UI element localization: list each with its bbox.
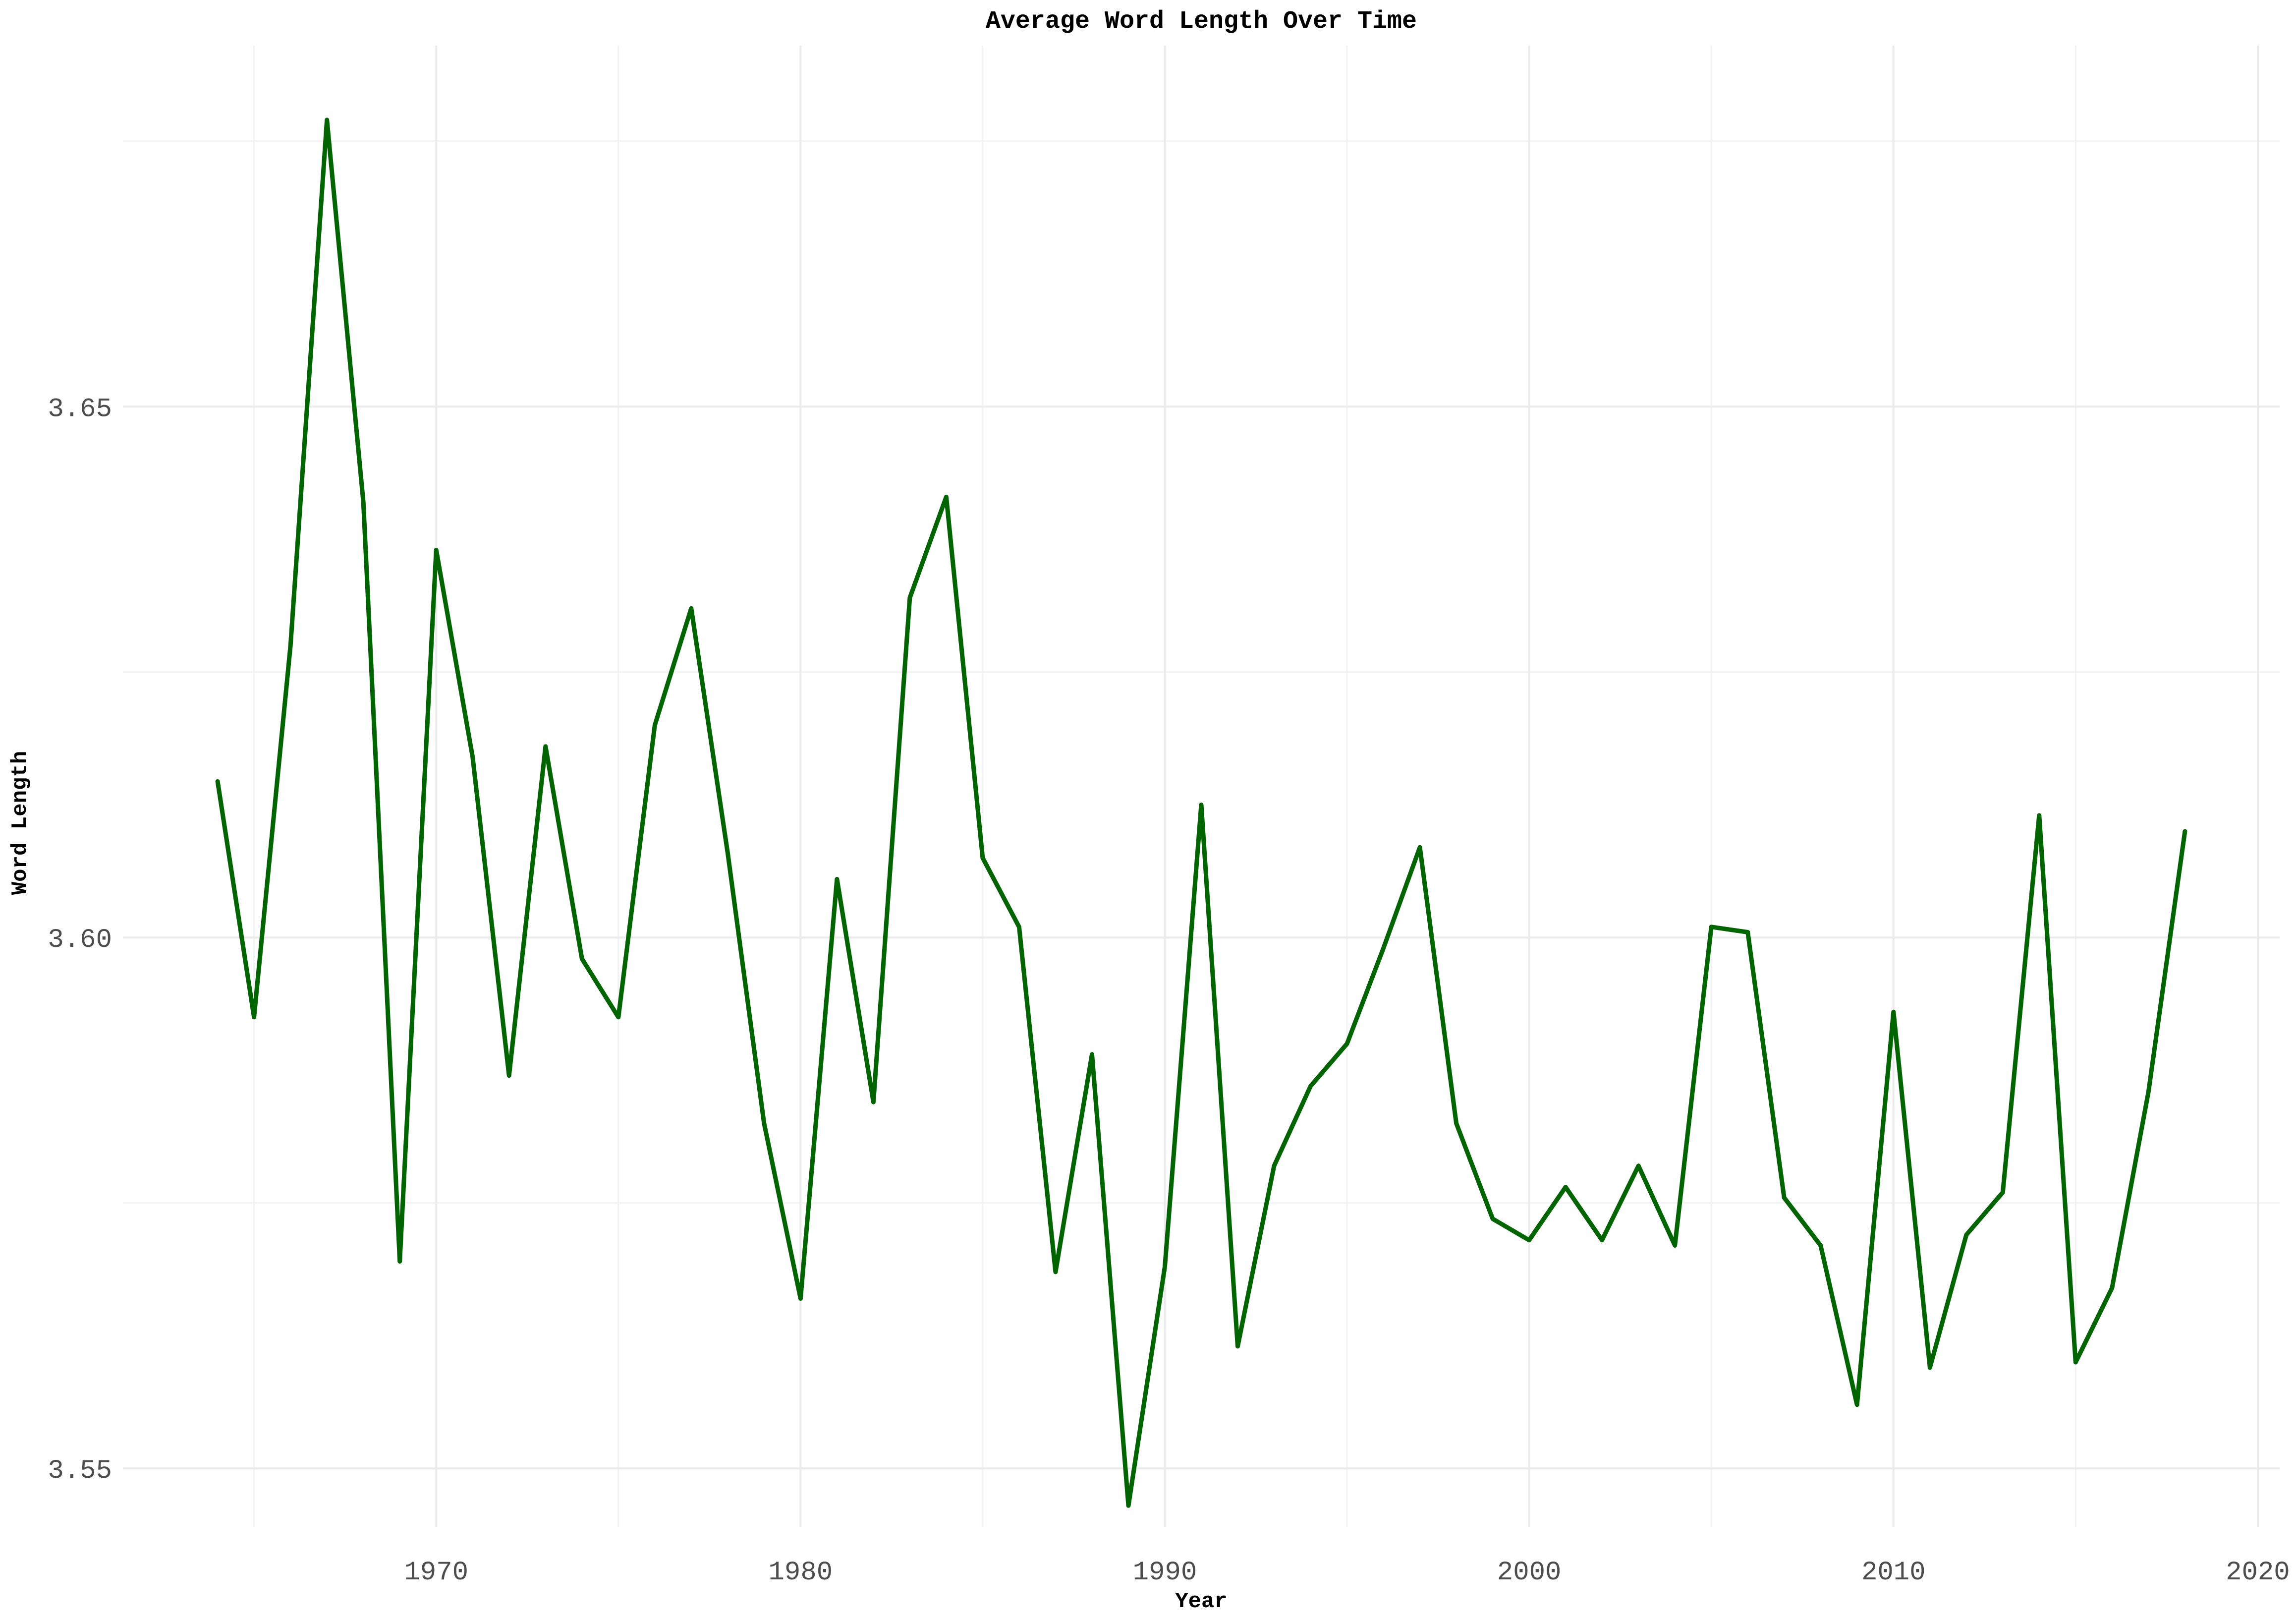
- series-layer: [215, 117, 2187, 1508]
- x-tick-label: 2010: [1861, 1558, 1926, 1588]
- x-tick-label: 1990: [1133, 1558, 1197, 1588]
- series-line: [215, 117, 2187, 1508]
- y-tick-label: 3.55: [48, 1456, 112, 1486]
- x-tick-label: 1970: [404, 1558, 468, 1588]
- chart-title: Average Word Length Over Time: [986, 7, 1417, 36]
- y-tick-label: 3.60: [48, 925, 112, 955]
- y-axis-ticks: 3.55 3.60 3.65: [48, 394, 112, 1486]
- major-grid: [123, 46, 2280, 1527]
- x-tick-label: 2020: [2226, 1558, 2290, 1588]
- x-tick-label: 1980: [769, 1558, 833, 1588]
- y-tick-label: 3.65: [48, 394, 112, 424]
- x-axis-ticks: 1970 1980 1990 2000 2010 2020: [404, 1558, 2290, 1588]
- x-tick-label: 2000: [1497, 1558, 1562, 1588]
- minor-grid: [123, 46, 2280, 1527]
- x-axis-title: Year: [1175, 1589, 1228, 1614]
- y-axis-title: Word Length: [8, 751, 33, 895]
